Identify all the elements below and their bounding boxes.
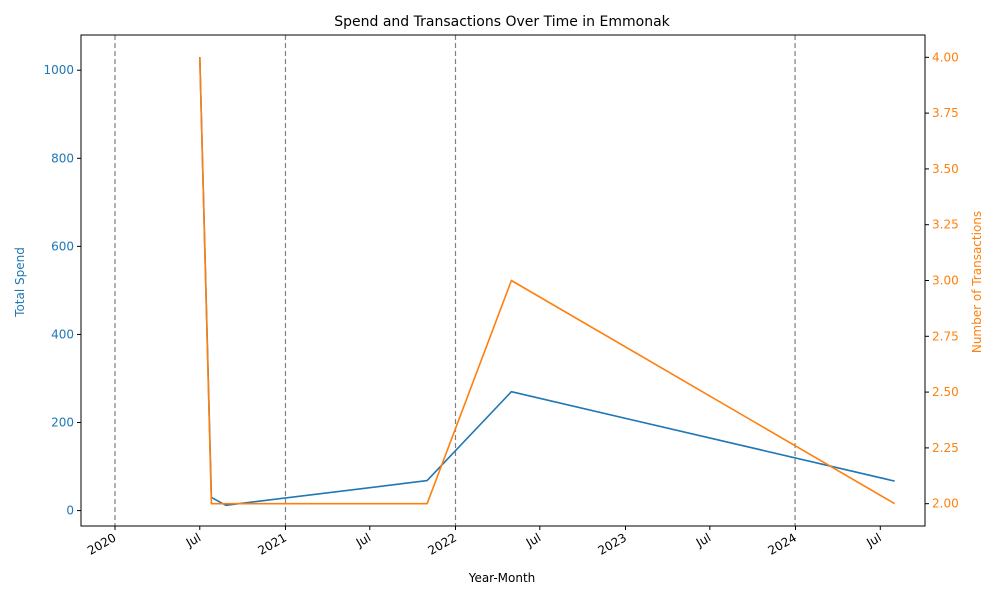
- series-line-transactions: [199, 57, 896, 505]
- reference-lines: [114, 35, 796, 526]
- x-axis: 2020 Jul 2021 Jul 2022 Jul 2023 Jul 2024 Jul: [85, 526, 884, 558]
- left-tick-label: 800: [51, 151, 74, 165]
- right-tick-label: 2.75: [932, 329, 959, 343]
- right-tick-label: 2.00: [932, 497, 959, 511]
- series-line-total-spend: [199, 56, 895, 507]
- left-axis-title: Total Spend: [13, 247, 27, 318]
- x-axis-title: Year-Month: [468, 571, 536, 585]
- x-tick-label: 2022: [426, 530, 459, 557]
- x-tick-label: Jul: [693, 530, 713, 550]
- left-axis: 0 200 400 600 800 1000: [43, 63, 81, 518]
- x-tick-label: Jul: [183, 530, 203, 550]
- x-tick-label: 2024: [766, 530, 799, 557]
- left-tick-label: 0: [66, 504, 74, 518]
- left-tick-label: 600: [51, 239, 74, 253]
- x-tick-label: Jul: [863, 530, 883, 550]
- x-tick-label: 2021: [256, 530, 289, 557]
- right-axis-title: Number of Transactions: [970, 211, 984, 353]
- x-tick-label: 2020: [85, 530, 118, 557]
- right-tick-label: 3.50: [932, 162, 959, 176]
- right-tick-label: 4.00: [932, 50, 959, 64]
- x-tick-label: Jul: [353, 530, 373, 550]
- right-tick-label: 3.75: [932, 106, 959, 120]
- left-tick-label: 1000: [43, 63, 74, 77]
- right-tick-label: 2.50: [932, 385, 959, 399]
- right-tick-label: 3.00: [932, 274, 959, 288]
- right-tick-label: 3.25: [932, 218, 959, 232]
- right-tick-label: 2.25: [932, 441, 959, 455]
- left-tick-label: 200: [51, 416, 74, 430]
- plot-frame: [80, 34, 926, 527]
- x-tick-label: Jul: [523, 530, 543, 550]
- x-tick-label: 2023: [596, 530, 629, 557]
- right-axis: 2.00 2.25 2.50 2.75 3.00 3.25 3.50 3.75 4.00: [925, 50, 959, 511]
- left-tick-label: 400: [51, 327, 74, 341]
- chart-title: Spend and Transactions Over Time in Emmo…: [334, 14, 670, 30]
- series-lines: [199, 56, 896, 507]
